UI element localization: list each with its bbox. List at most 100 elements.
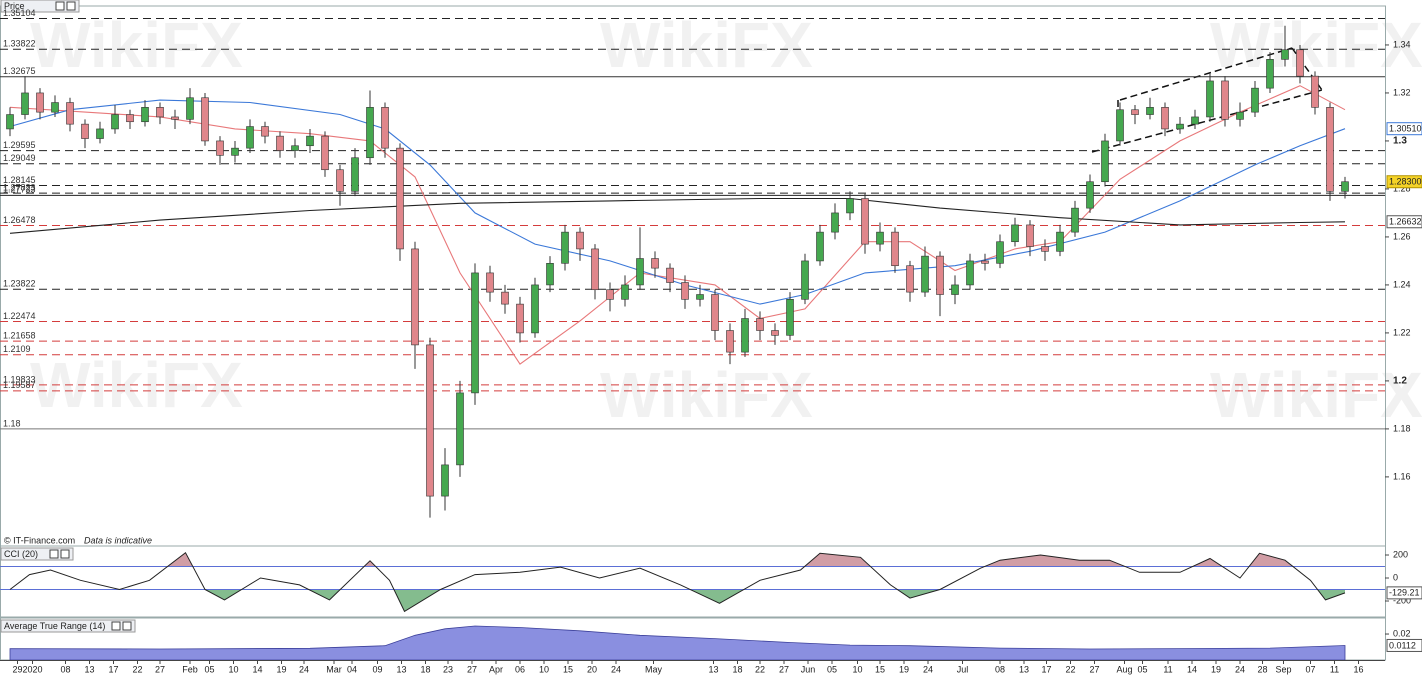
level-label: 1.18 xyxy=(3,418,21,428)
candle-body xyxy=(246,126,254,149)
panel-icon xyxy=(55,1,65,11)
candle-body xyxy=(636,258,644,286)
x-tick-label: Sep xyxy=(1275,664,1291,674)
candle-body xyxy=(501,291,509,305)
candle-body xyxy=(1041,246,1049,252)
level-label: 1.29595 xyxy=(3,140,36,150)
level-label: 1.26478 xyxy=(3,215,36,225)
candle-body xyxy=(381,107,389,149)
atr-area xyxy=(9,625,1346,661)
level-label: 1.21658 xyxy=(3,330,36,340)
candle-body xyxy=(756,318,764,331)
x-tick-label: 14 xyxy=(1187,664,1197,674)
price-marker xyxy=(1386,586,1422,600)
candle-body xyxy=(1086,181,1094,209)
candle-body xyxy=(1221,80,1229,120)
panel-icon xyxy=(60,549,70,559)
candle-body xyxy=(156,107,164,118)
price-marker-label: 1.30510 xyxy=(1389,124,1422,134)
candle-body xyxy=(1011,224,1019,243)
y-tick-label: 1.3 xyxy=(1393,136,1407,147)
candle-body xyxy=(981,260,989,264)
level-label: 1.27823 xyxy=(3,183,36,193)
panel-title-box xyxy=(0,619,136,633)
cci-fill-up xyxy=(167,552,1294,567)
candle-body xyxy=(231,147,239,156)
candle-body xyxy=(1131,109,1139,115)
y-tick-label: 1.26 xyxy=(1393,231,1411,241)
panel-title: CCI (20) xyxy=(4,549,38,559)
candle-body xyxy=(906,265,914,293)
x-tick-label: 24 xyxy=(611,664,621,674)
y-tick-label: 1.18 xyxy=(1393,423,1411,433)
x-tick-label: 04 xyxy=(347,664,357,674)
candle-body xyxy=(171,116,179,120)
x-tick-label: 11 xyxy=(1330,664,1339,674)
x-tick-label: 07 xyxy=(1305,664,1315,674)
x-tick-label: 05 xyxy=(204,664,214,674)
candle-body xyxy=(36,92,44,113)
level-label: 1.32675 xyxy=(3,66,36,76)
candle-body xyxy=(1071,207,1079,233)
watermark: WikiFX xyxy=(600,9,813,81)
footer-disclaimer: Data is indicative xyxy=(84,535,152,545)
x-tick-label: 10 xyxy=(539,664,549,674)
x-tick-label: 20 xyxy=(587,664,597,674)
x-tick-label: Mar xyxy=(326,664,342,674)
candle-body xyxy=(1311,75,1319,108)
candle-body xyxy=(426,344,434,497)
x-tick-label: May xyxy=(645,664,663,674)
candle-body xyxy=(111,114,119,130)
candle-body xyxy=(921,255,929,293)
x-tick-label: 23 xyxy=(443,664,453,674)
x-tick-label: 27 xyxy=(467,664,477,674)
x-tick-label: Jul xyxy=(957,664,969,674)
x-tick-label: 16 xyxy=(1353,664,1363,674)
level-label: 1.2109 xyxy=(3,344,31,354)
x-tick-label: 19 xyxy=(899,664,909,674)
x-tick-label: 18 xyxy=(420,664,430,674)
candle-body xyxy=(726,330,734,353)
candle-body xyxy=(1101,140,1109,183)
y-tick-label: 0 xyxy=(1393,572,1398,582)
price-marker-label: 0.0112 xyxy=(1389,640,1416,650)
candle-body xyxy=(1206,80,1214,118)
x-tick-label: 08 xyxy=(60,664,70,674)
price-marker xyxy=(1386,122,1422,136)
price-marker xyxy=(1386,175,1422,189)
x-tick-label: 29 xyxy=(12,664,22,674)
candle-body xyxy=(396,147,404,250)
watermark: WikiFX xyxy=(600,359,813,431)
candle-body xyxy=(561,231,569,264)
x-tick-label: 24 xyxy=(1235,664,1245,674)
level-label: 1.29049 xyxy=(3,153,36,163)
candle-body xyxy=(336,169,344,192)
candle-body xyxy=(321,135,329,171)
candle-body xyxy=(291,145,299,151)
level-label: 1.33822 xyxy=(3,39,36,49)
candle-body xyxy=(801,260,809,300)
x-tick-label: Jun xyxy=(801,664,816,674)
panel-icon xyxy=(49,549,59,559)
x-tick-label: 18 xyxy=(732,664,742,674)
candle-body xyxy=(51,102,59,113)
candle-body xyxy=(681,282,689,300)
candle-body xyxy=(216,140,224,156)
candle-body xyxy=(81,123,89,139)
candle-body xyxy=(441,464,449,497)
candle-body xyxy=(1236,111,1244,120)
candle-body xyxy=(1326,107,1334,192)
candle-body xyxy=(306,135,314,147)
x-tick-label: 13 xyxy=(84,664,94,674)
candle-body xyxy=(591,248,599,291)
x-tick-label: 24 xyxy=(299,664,309,674)
candle-body xyxy=(696,294,704,300)
channel-line xyxy=(1291,47,1323,91)
candle-body xyxy=(201,97,209,142)
x-tick-label: 22 xyxy=(1065,664,1075,674)
panel-title: Price xyxy=(4,1,25,11)
candle-body xyxy=(1056,231,1064,252)
candle-body xyxy=(1146,107,1154,115)
x-tick-label: 10 xyxy=(228,664,238,674)
